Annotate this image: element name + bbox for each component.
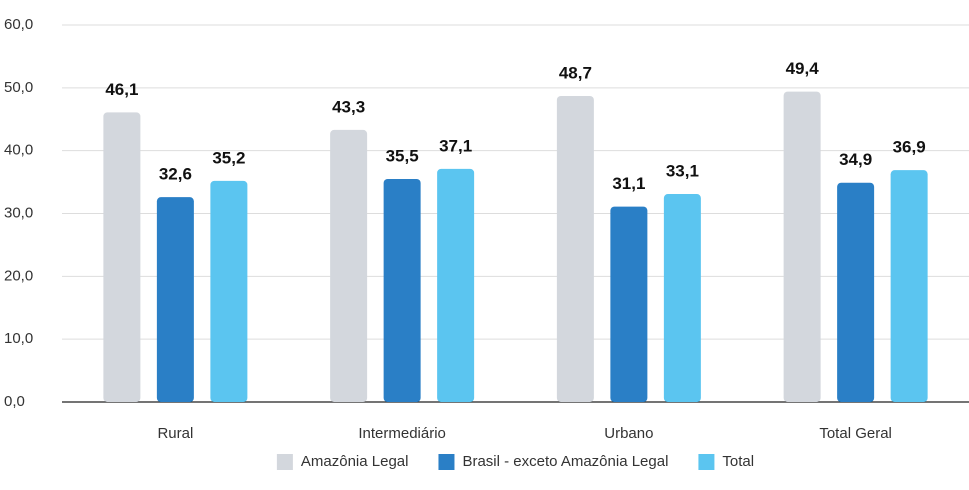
- value-label: 43,3: [332, 97, 365, 116]
- y-tick-label: 30,0: [4, 204, 33, 221]
- value-label: 35,5: [386, 146, 419, 165]
- x-tick-label: Rural: [157, 425, 193, 442]
- x-tick-label: Intermediário: [358, 425, 446, 442]
- y-tick-label: 60,0: [4, 16, 33, 33]
- value-label: 35,2: [212, 148, 245, 167]
- x-tick-label: Urbano: [604, 425, 653, 442]
- value-label: 37,1: [439, 136, 472, 155]
- value-label: 32,6: [159, 165, 192, 184]
- bar: [383, 178, 421, 402]
- value-label: 34,9: [839, 150, 872, 169]
- value-label: 36,9: [893, 138, 926, 157]
- value-label: 33,1: [666, 162, 699, 181]
- bar: [210, 180, 248, 402]
- bar: [556, 96, 594, 403]
- bar: [783, 91, 821, 402]
- bar: [103, 112, 141, 403]
- legend-label: Total: [722, 453, 754, 470]
- y-tick-label: 50,0: [4, 79, 33, 96]
- legend-label: Brasil - exceto Amazônia Legal: [462, 453, 668, 470]
- bar: [330, 129, 368, 402]
- bar: [663, 194, 701, 402]
- value-label: 46,1: [105, 80, 138, 99]
- legend-swatch: [438, 454, 455, 470]
- value-label: 48,7: [559, 63, 592, 82]
- y-tick-label: 20,0: [4, 267, 33, 284]
- legend-label: Amazônia Legal: [301, 453, 409, 470]
- y-tick-label: 40,0: [4, 142, 33, 159]
- y-tick-label: 0,0: [4, 393, 25, 410]
- bar: [437, 168, 475, 402]
- y-tick-label: 10,0: [4, 330, 33, 347]
- value-label: 31,1: [612, 174, 645, 193]
- value-label: 49,4: [786, 59, 820, 78]
- bar: [837, 182, 875, 402]
- legend-swatch: [698, 454, 715, 470]
- bar: [156, 197, 194, 402]
- bar: [610, 206, 648, 402]
- legend-swatch: [276, 454, 293, 470]
- x-tick-label: Total Geral: [819, 425, 892, 442]
- bar: [890, 170, 928, 402]
